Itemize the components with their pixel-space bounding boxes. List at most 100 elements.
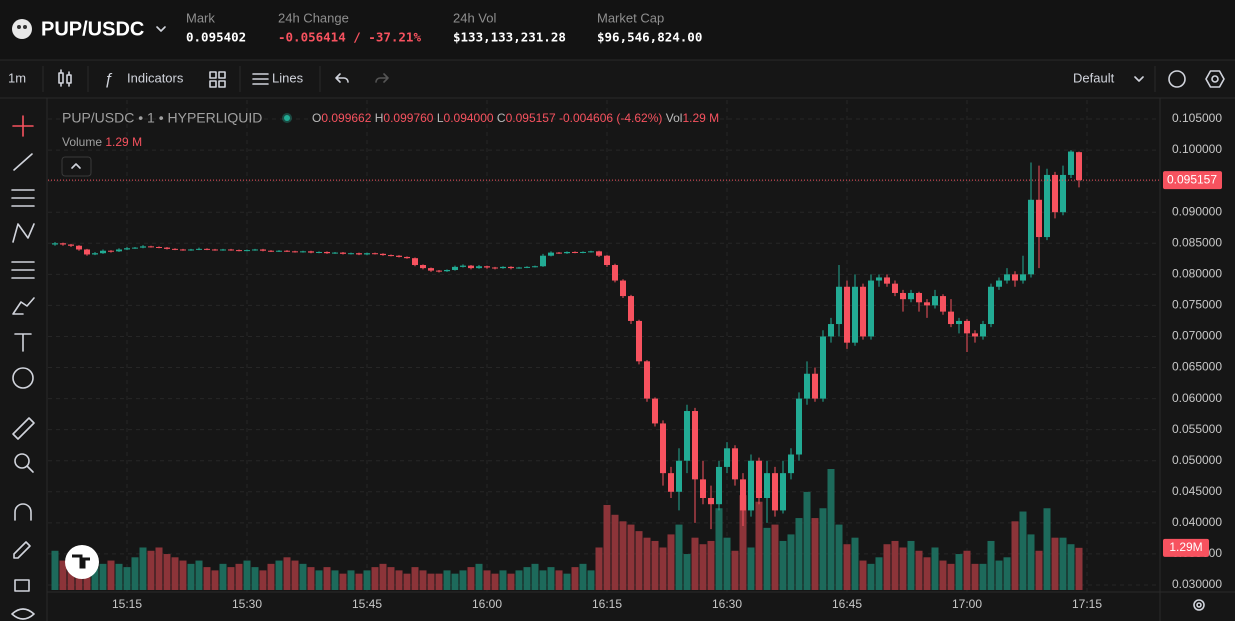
candle-body xyxy=(516,267,522,269)
volume-bar xyxy=(667,534,675,590)
volume-bar xyxy=(1003,557,1011,590)
volume-bar xyxy=(555,570,563,590)
trend-line-tool[interactable] xyxy=(13,153,33,171)
volume-bar xyxy=(771,524,779,590)
candle-body xyxy=(444,269,450,272)
candle-body xyxy=(204,248,210,250)
candle-body xyxy=(484,266,490,268)
volume-bar xyxy=(347,570,355,590)
candle-body xyxy=(708,497,714,505)
zoom-tool[interactable] xyxy=(14,453,30,469)
candle-body xyxy=(956,320,962,325)
collapse-arrow xyxy=(71,163,81,169)
vol-value: 1.29 M xyxy=(682,111,719,125)
layout-dropdown[interactable] xyxy=(1134,76,1144,82)
collapse-legend[interactable] xyxy=(61,156,92,177)
redo-button[interactable] xyxy=(375,73,389,83)
candle-body xyxy=(188,249,194,251)
volume-bar xyxy=(611,514,619,590)
volume-bar xyxy=(355,573,363,590)
candle-body xyxy=(876,277,882,281)
ruler-tool[interactable] xyxy=(12,417,35,440)
volume-bar xyxy=(763,527,771,590)
text-tool[interactable] xyxy=(14,333,32,352)
candle-body xyxy=(740,479,746,511)
volume-bar xyxy=(715,508,723,590)
candle-body xyxy=(476,266,482,269)
axis-settings[interactable] xyxy=(1193,599,1205,611)
candle-body xyxy=(420,265,426,269)
price-tag-label: 0.095157 xyxy=(1167,172,1217,186)
fib-tool[interactable] xyxy=(11,189,35,207)
pair-name[interactable]: PUP/USDC xyxy=(41,18,144,40)
volume-legend: Volume 1.29 M xyxy=(62,135,142,149)
candle-body xyxy=(636,320,642,362)
candle-body xyxy=(156,246,162,248)
volume-bar xyxy=(795,518,803,590)
projection-tool[interactable] xyxy=(11,261,35,279)
candle-body xyxy=(908,292,914,300)
emoji-tool[interactable] xyxy=(12,367,34,389)
candle-body xyxy=(852,286,858,343)
layout-button[interactable]: Default xyxy=(1073,70,1115,85)
candle-body xyxy=(836,286,842,325)
snapshot-button[interactable] xyxy=(1168,70,1186,88)
candle-body xyxy=(300,251,306,253)
lock-tool[interactable] xyxy=(14,579,30,592)
y-tick-label: 0.050000 xyxy=(1172,453,1222,467)
volume-bar xyxy=(363,570,371,590)
lock-draw-tool[interactable] xyxy=(13,541,31,559)
visibility-tool[interactable] xyxy=(11,608,35,620)
candle-body xyxy=(100,250,106,254)
settings-button[interactable] xyxy=(1205,70,1225,88)
y-tick-label: 0.040000 xyxy=(1172,515,1222,529)
header-bar xyxy=(0,0,1235,60)
fx-icon: ƒ xyxy=(104,71,113,88)
volume-bar xyxy=(691,537,699,590)
x-tick-label: 16:00 xyxy=(472,597,502,611)
candle-body xyxy=(164,247,170,249)
volume-bar xyxy=(883,544,891,590)
lines-button[interactable]: Lines xyxy=(272,70,304,85)
settings-dot xyxy=(1211,75,1219,83)
volume-bar xyxy=(571,567,579,590)
candle-body xyxy=(700,479,706,498)
interval-button[interactable]: 1m xyxy=(8,70,26,85)
candle-body xyxy=(940,296,946,312)
candle-body xyxy=(228,249,234,251)
volume-bar xyxy=(947,563,955,590)
drawing-toolbar xyxy=(11,115,35,620)
candle-body xyxy=(324,251,330,254)
crosshair-tool[interactable] xyxy=(12,115,34,137)
volume-bar xyxy=(219,563,227,590)
volume-bar xyxy=(371,567,379,590)
candle-body xyxy=(260,249,266,251)
volume-bar xyxy=(115,563,123,590)
undo-button[interactable] xyxy=(335,73,349,83)
ohlc-value: 0.095157 xyxy=(506,111,556,125)
ohlc-key: L xyxy=(437,111,444,125)
layouts-button[interactable] xyxy=(209,71,226,88)
pattern-tool[interactable] xyxy=(12,223,35,243)
candle-body xyxy=(996,280,1002,287)
candle-body xyxy=(452,266,458,270)
volume-bar xyxy=(1027,534,1035,590)
volume-bar xyxy=(1019,511,1027,590)
indicators-button[interactable]: Indicators xyxy=(127,70,184,85)
stat-value: $133,133,231.28 xyxy=(453,30,566,45)
magnet-tool[interactable] xyxy=(14,503,32,521)
volume-bar xyxy=(811,518,819,590)
y-tick-label: 0.055000 xyxy=(1172,422,1222,436)
volume-bar xyxy=(491,573,499,590)
pair-dropdown[interactable] xyxy=(156,26,166,32)
volume-bar xyxy=(987,540,995,590)
y-tick-label: 0.100000 xyxy=(1172,142,1222,156)
candle-body xyxy=(76,245,82,250)
y-tick-label: 0.045000 xyxy=(1172,484,1222,498)
chart-type-button[interactable] xyxy=(58,69,72,87)
volume-bar xyxy=(459,570,467,590)
logo-eye xyxy=(17,25,21,29)
brush-tool[interactable] xyxy=(12,297,35,315)
stat-label: 24h Vol xyxy=(453,10,496,25)
